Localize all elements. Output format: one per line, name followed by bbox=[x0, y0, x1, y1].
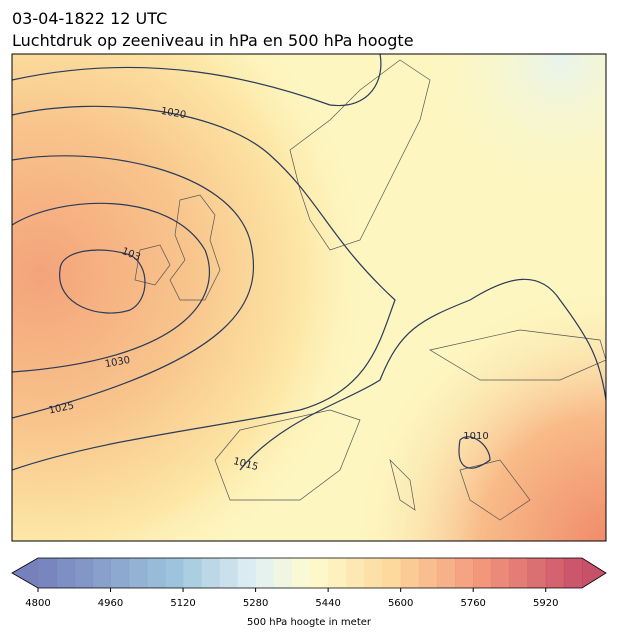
title-line-2: Luchtdruk op zeeniveau in hPa en 500 hPa… bbox=[12, 31, 414, 50]
colorbar-segment bbox=[310, 558, 329, 588]
isobar bbox=[59, 249, 146, 314]
colorbar-segment bbox=[183, 558, 202, 588]
colorbar-segment bbox=[455, 558, 474, 588]
contour-label: 1030 bbox=[104, 355, 131, 370]
colorbar-tick-label: 5440 bbox=[315, 598, 340, 609]
isobar bbox=[12, 105, 396, 471]
colorbar-tick-label: 5920 bbox=[533, 598, 558, 609]
map-frame bbox=[11, 53, 607, 542]
colorbar-segment bbox=[92, 558, 112, 588]
isobar bbox=[12, 54, 382, 107]
colorbar-segment bbox=[418, 558, 438, 588]
colorbar-segment bbox=[545, 558, 565, 588]
map bbox=[12, 54, 606, 541]
colorbar-segment bbox=[146, 558, 166, 588]
coastline bbox=[134, 59, 606, 521]
colorbar-tick-label: 5760 bbox=[460, 598, 485, 609]
colorbar-segment bbox=[346, 558, 365, 588]
isobar bbox=[12, 202, 210, 373]
colorbar-segment bbox=[128, 558, 148, 588]
colorbar-segment bbox=[56, 558, 75, 588]
contour-label: 1020 bbox=[160, 106, 187, 121]
contour-label: 1025 bbox=[48, 401, 75, 417]
colorbar-segment bbox=[164, 558, 184, 588]
colorbar-segment bbox=[110, 558, 130, 588]
colorbar-tick-label: 5120 bbox=[170, 598, 195, 609]
colorbar-segment bbox=[219, 558, 238, 588]
contour-label: 1010 bbox=[463, 431, 488, 442]
colorbar-segment bbox=[436, 558, 456, 588]
colorbar-label: 500 hPa hoogte in meter bbox=[247, 617, 372, 628]
colorbar-segment bbox=[527, 558, 547, 588]
colorbar-segment bbox=[382, 558, 402, 588]
colorbar-segment bbox=[291, 558, 311, 588]
colorbar-tick-label: 5280 bbox=[243, 598, 268, 609]
colorbar-segment bbox=[273, 558, 293, 588]
colorbar-segment bbox=[38, 558, 57, 588]
height-field-north bbox=[12, 54, 606, 541]
colorbar-tick-label: 5600 bbox=[388, 598, 413, 609]
colorbar-segment bbox=[509, 558, 529, 588]
colorbar-extend-high bbox=[582, 558, 606, 588]
colorbar-segment bbox=[563, 558, 583, 588]
title-line-1: 03-04-1822 12 UTC bbox=[12, 9, 167, 28]
colorbar-tick-label: 4960 bbox=[98, 598, 123, 609]
colorbar-segment bbox=[473, 558, 492, 588]
colorbar-segment bbox=[74, 558, 93, 588]
colorbar-segment bbox=[255, 558, 275, 588]
colorbar-segment bbox=[201, 558, 220, 588]
colorbar-segment bbox=[491, 558, 510, 588]
colorbar-segment bbox=[328, 558, 347, 588]
colorbar-extend-low bbox=[12, 558, 38, 588]
colorbar-segment bbox=[237, 558, 257, 588]
colorbar-segment bbox=[400, 558, 420, 588]
colorbar: 4800 4960 5120 5280 5440 5600 5760 5920 bbox=[11, 557, 607, 609]
isobar bbox=[239, 278, 606, 471]
isobar bbox=[12, 155, 255, 419]
colorbar-tick-label: 4800 bbox=[25, 598, 50, 609]
colorbar-segment bbox=[364, 558, 384, 588]
isobar bbox=[458, 436, 491, 469]
